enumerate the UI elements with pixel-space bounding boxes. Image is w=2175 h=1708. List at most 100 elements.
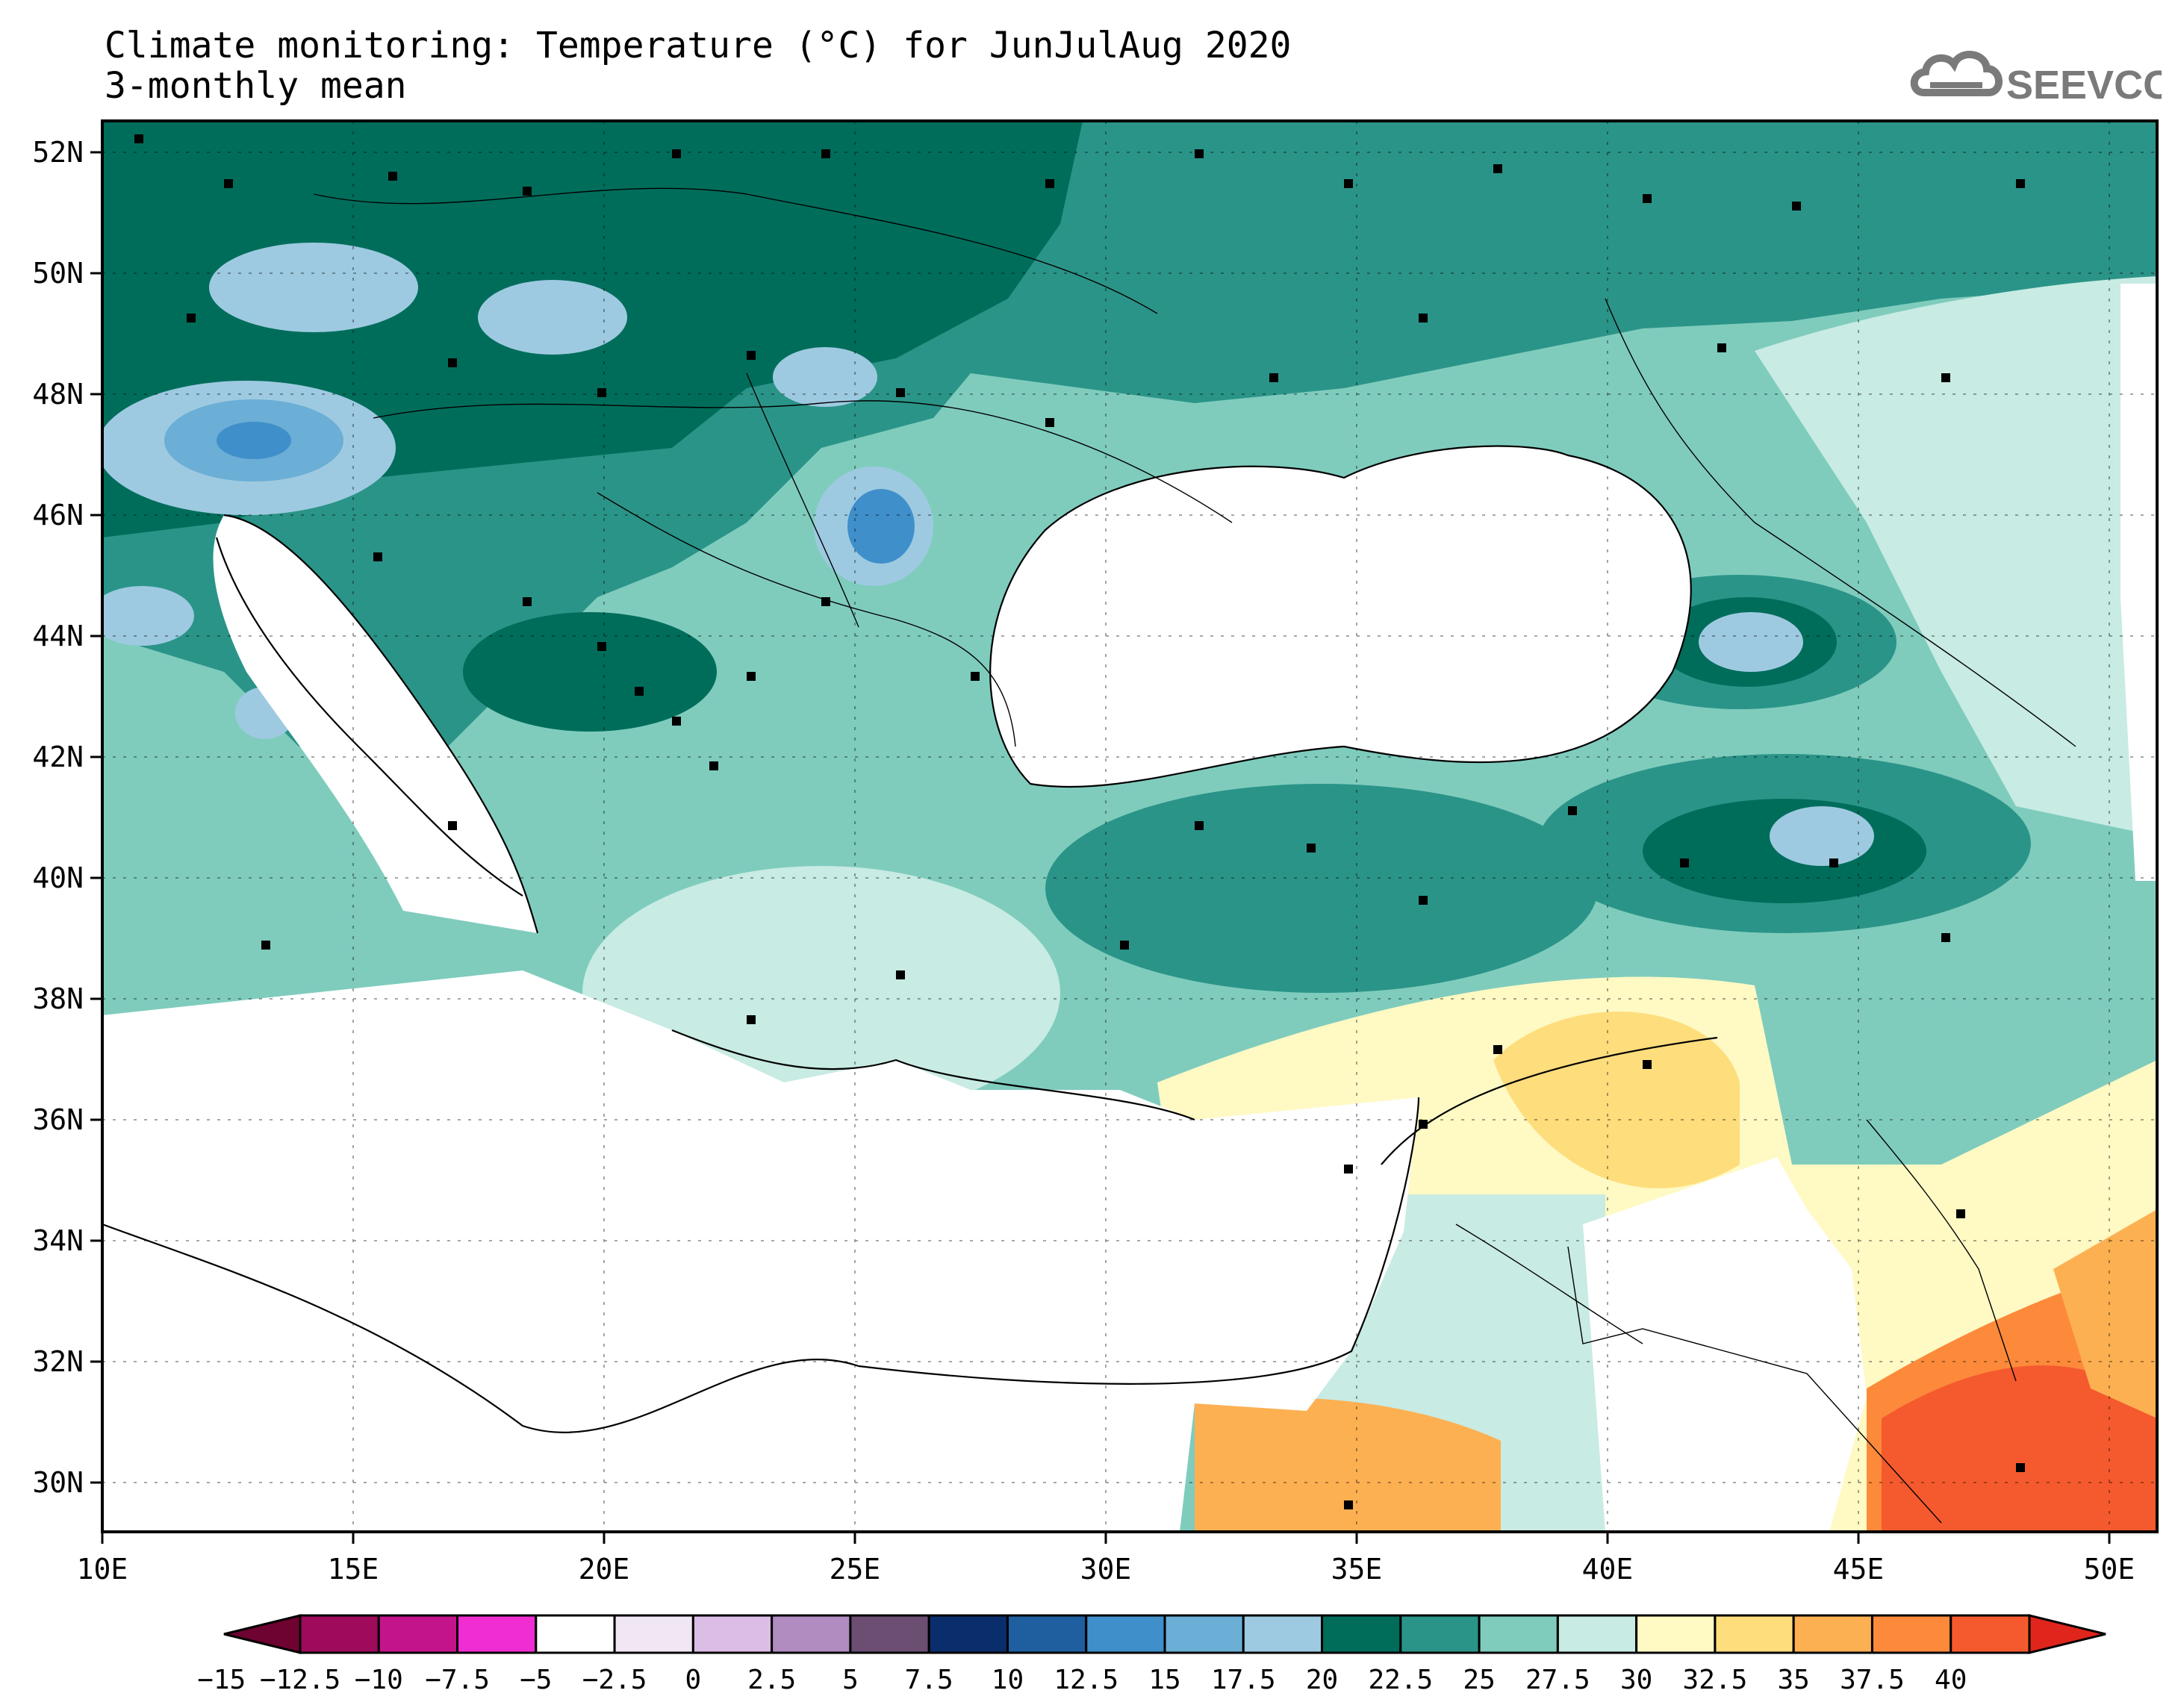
field-zone-37 <box>1882 1365 2157 1532</box>
chart-title: Climate monitoring: Temperature (°C) for… <box>105 25 1292 66</box>
lon-label: 30E <box>1080 1553 1132 1586</box>
lon-label: 15E <box>328 1553 379 1586</box>
axis-ticks <box>90 151 2111 1544</box>
colorbar-label: 32.5 <box>1683 1665 1748 1695</box>
colorbar-label: −15 <box>197 1665 246 1695</box>
field-blob-cool <box>1699 612 1803 672</box>
lat-label: 46N <box>32 499 84 532</box>
colorbar-label: 27.5 <box>1525 1665 1590 1695</box>
colorbar-segment <box>535 1614 616 1654</box>
colorbar-segment <box>613 1614 694 1654</box>
field-zone-25 <box>1755 276 2157 836</box>
lat-label: 42N <box>32 741 84 773</box>
field-zone-22 <box>1045 784 1598 993</box>
colorbar-label: −7.5 <box>425 1665 490 1695</box>
field-zone-30 <box>1493 1012 1740 1188</box>
colorbar-segment <box>1006 1614 1088 1654</box>
mediterranean-nodata <box>102 970 1419 1532</box>
lon-label: 20E <box>579 1553 630 1586</box>
colorbar-label: 22.5 <box>1368 1665 1433 1695</box>
lat-label: 30N <box>32 1466 84 1499</box>
field-zone-20 <box>463 612 717 732</box>
colorbar-segment <box>1478 1614 1559 1654</box>
colorbar-label: 0 <box>685 1665 702 1695</box>
graticule <box>102 121 2157 1532</box>
field-blob-cool <box>1770 806 1874 866</box>
colorbar-label: 17.5 <box>1211 1665 1276 1695</box>
colorbar-segment <box>377 1614 459 1654</box>
colorbar-segment <box>456 1614 538 1654</box>
chart-subtitle: 3-monthly mean <box>105 65 407 107</box>
temperature-field <box>102 121 2157 1532</box>
cloud-icon <box>1910 51 2003 96</box>
field-zone-32 <box>1195 1397 1501 1532</box>
colorbar-label: 25 <box>1463 1665 1495 1695</box>
lat-label: 48N <box>32 378 84 411</box>
colorbar-label: −12.5 <box>260 1665 340 1695</box>
desert-nodata <box>1583 1157 1867 1532</box>
lon-labels: 10E 15E 20E 25E 30E 35E 40E 45E 50E <box>77 1553 2135 1586</box>
lon-label: 25E <box>830 1553 881 1586</box>
country-borders <box>313 187 2076 1524</box>
colorbar-segment <box>1163 1614 1245 1654</box>
colorbar-label: −10 <box>355 1665 403 1695</box>
colorbar-segment <box>691 1614 774 1654</box>
colorbar-segment <box>771 1614 852 1654</box>
colorbar-label: 40 <box>1935 1665 1967 1695</box>
colorbar-label: 35 <box>1778 1665 1810 1695</box>
colorbar-segment <box>1950 1614 2031 1654</box>
colorbar-low-arrow <box>223 1614 302 1654</box>
field-zone-32 <box>2053 1209 2157 1418</box>
map-frame <box>101 119 2159 1533</box>
colorbar-label: −5 <box>520 1665 552 1695</box>
colorbar-label: 15 <box>1148 1665 1180 1695</box>
lat-label: 38N <box>32 982 84 1015</box>
colorbar-segment <box>849 1614 930 1654</box>
coastlines <box>102 445 1718 1433</box>
lon-label: 45E <box>1833 1553 1885 1586</box>
lat-labels: 52N 50N 48N 46N 44N 42N 40N 38N 36N 34N … <box>32 136 84 1499</box>
station-markers <box>134 134 2025 1509</box>
colorbar-label: 2.5 <box>747 1665 796 1695</box>
colorbar-high-arrow <box>2028 1614 2106 1654</box>
colorbar-segment <box>1635 1614 1717 1654</box>
lat-label: 40N <box>32 861 84 894</box>
colorbar-segment <box>1321 1614 1402 1654</box>
lon-label: 40E <box>1582 1553 1634 1586</box>
lat-label: 34N <box>32 1224 84 1257</box>
field-blob-cool <box>773 347 877 407</box>
field-blob-cool <box>847 489 915 564</box>
colorbar-segment <box>1714 1614 1795 1654</box>
colorbar-segment <box>299 1614 380 1654</box>
colorbar-label: 37.5 <box>1840 1665 1905 1695</box>
colorbar: −15 −12.5 −10 −7.5 −5 −2.5 0 2.5 5 7.5 10 12.5 15 17.… <box>197 1614 2106 1695</box>
colorbar-label: 7.5 <box>905 1665 953 1695</box>
colorbar-segment <box>1085 1614 1166 1654</box>
lon-label: 50E <box>2084 1553 2135 1586</box>
colorbar-label: −2.5 <box>582 1665 647 1695</box>
lat-label: 50N <box>32 257 84 290</box>
colorbar-segment <box>1792 1614 1873 1654</box>
lat-label: 32N <box>32 1345 84 1378</box>
colorbar-segment <box>927 1614 1009 1654</box>
seevccc-logo: SEEVCCC <box>1908 43 2175 112</box>
colorbar-segment <box>1870 1614 1952 1654</box>
colorbar-label: 30 <box>1620 1665 1652 1695</box>
caspian-nodata <box>2120 284 2157 881</box>
lat-label: 52N <box>32 136 84 169</box>
colorbar-segment <box>1242 1614 1324 1654</box>
colorbar-segment <box>1399 1614 1481 1654</box>
colorbar-label: 5 <box>842 1665 859 1695</box>
colorbar-label: 12.5 <box>1054 1665 1118 1695</box>
field-blob-cool <box>102 586 194 646</box>
field-blob-cool <box>209 243 418 332</box>
logo-text: SEEVCCC <box>2006 63 2162 107</box>
lat-label: 36N <box>32 1103 84 1136</box>
colorbar-label: 20 <box>1306 1665 1338 1695</box>
field-blob-cool <box>478 280 627 355</box>
colorbar-label: 10 <box>992 1665 1024 1695</box>
colorbar-segment <box>1556 1614 1638 1654</box>
lon-label: 10E <box>77 1553 128 1586</box>
lon-label: 35E <box>1331 1553 1383 1586</box>
